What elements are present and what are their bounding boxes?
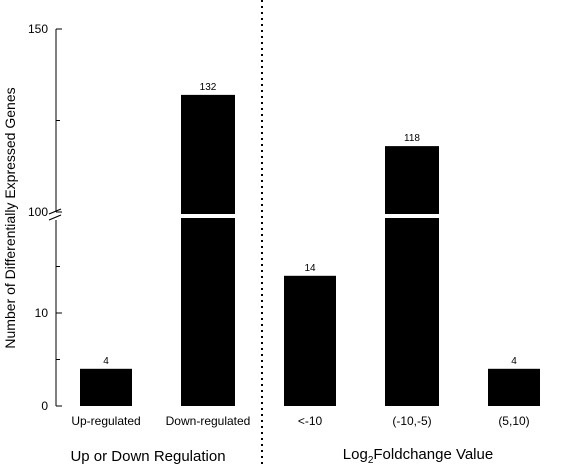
group-title-foldchange-sub: 2	[368, 455, 374, 466]
group-title-regulation: Up or Down Regulation	[70, 448, 225, 465]
data-label-2: 14	[304, 263, 316, 274]
y-axis-title: Number of Differentially Expressed Genes	[2, 87, 18, 348]
bar-0	[80, 368, 132, 406]
y-tick-label-150: 150	[28, 22, 48, 36]
category-label-lt-minus10: <-10	[298, 414, 323, 428]
category-label-up-regulated: Up-regulated	[71, 414, 140, 428]
y-tick-marks	[56, 28, 62, 407]
bar-2	[284, 275, 336, 406]
category-label-minus10-minus5: (-10,-5)	[392, 414, 431, 428]
data-label-0: 4	[103, 356, 109, 367]
bar-1	[181, 94, 235, 406]
y-tick-label-100: 100	[28, 205, 48, 219]
y-axis-break-mark-bottom	[48, 214, 62, 221]
bar-3	[385, 146, 439, 406]
group-title-foldchange: Log2Foldchange Value	[343, 446, 493, 466]
y-tick-label-0: 0	[41, 399, 48, 413]
group-title-foldchange-rest: Foldchange Value	[373, 446, 493, 463]
data-label-3: 118	[404, 133, 420, 144]
y-axis-break-mark-top	[48, 208, 62, 215]
bar-4	[488, 368, 540, 406]
category-label-down-regulated: Down-regulated	[166, 414, 251, 428]
category-label-5-10: (5,10)	[498, 414, 529, 428]
bar-break-gap-3	[384, 214, 440, 218]
group-title-foldchange-log: Log	[343, 446, 368, 463]
bars-group: 4 132 14 118 4	[80, 82, 540, 406]
data-label-1: 132	[200, 82, 217, 93]
y-tick-label-10: 10	[35, 306, 49, 320]
bar-break-gap-1	[180, 214, 236, 218]
data-label-4: 4	[511, 356, 517, 367]
